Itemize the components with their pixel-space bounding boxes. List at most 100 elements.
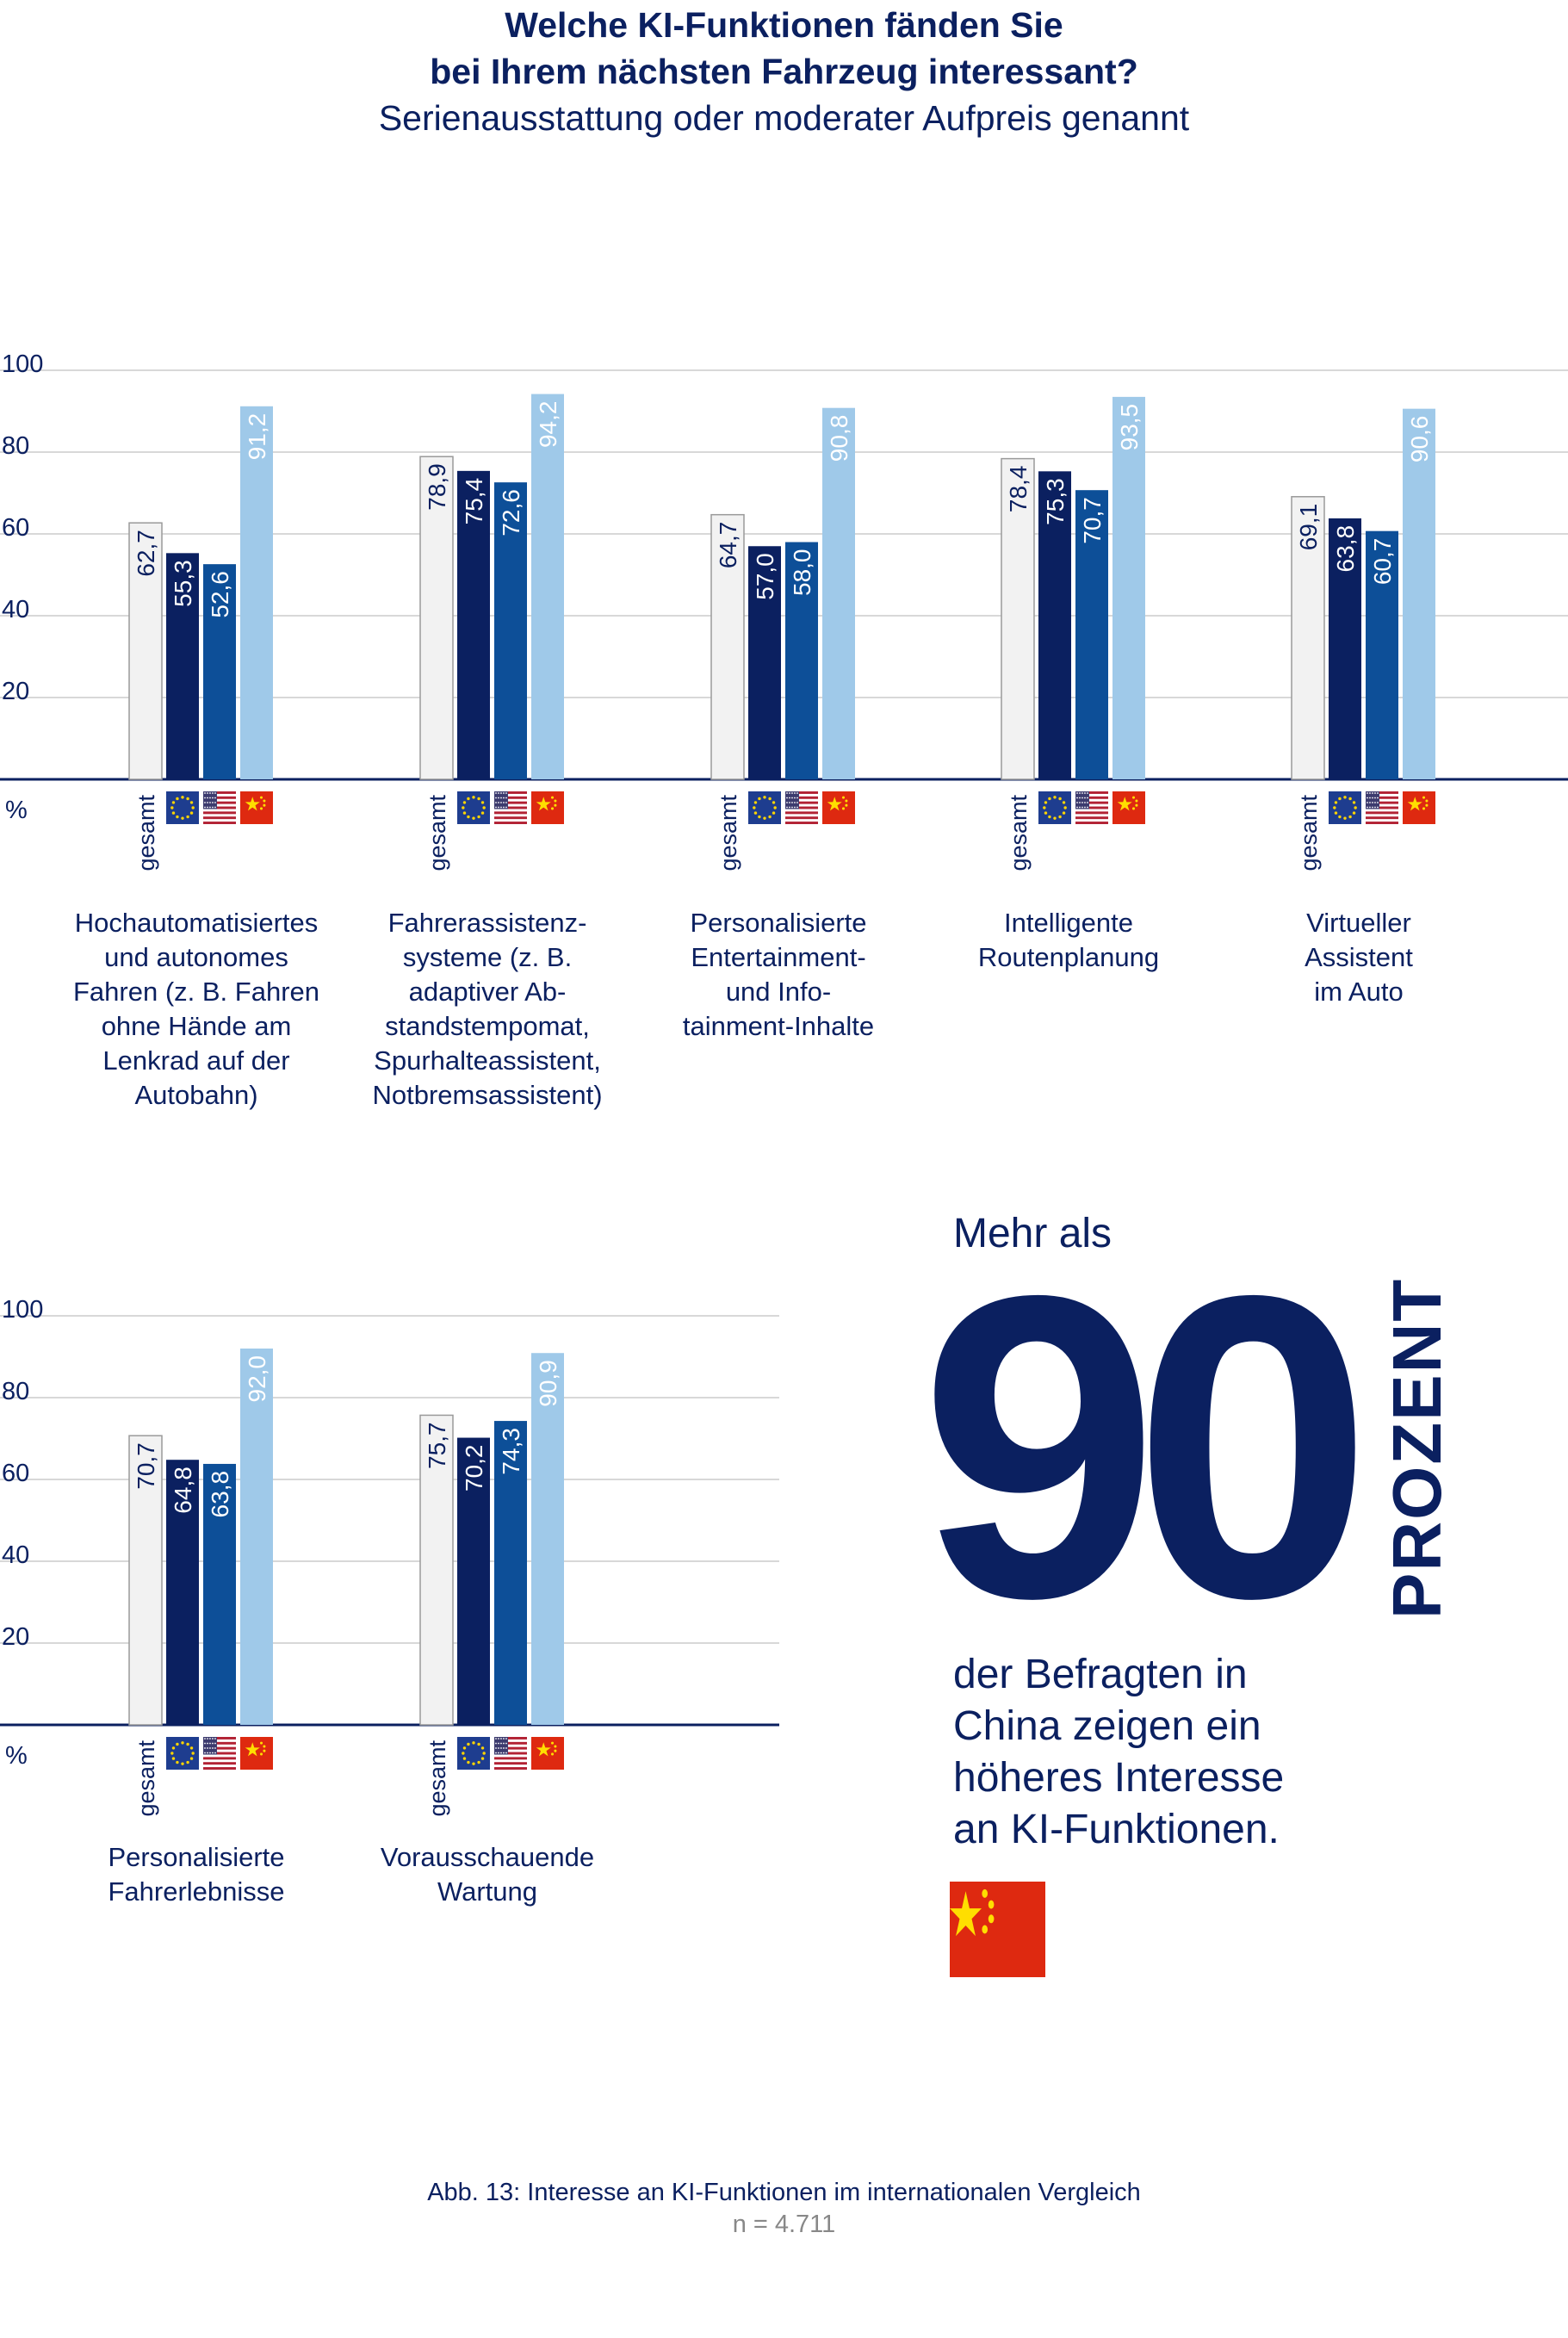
- y-tick-label: 100: [2, 1296, 43, 1324]
- bar: [1038, 471, 1071, 779]
- china-flag-icon: [531, 1737, 564, 1770]
- us-flag-icon: [494, 791, 527, 824]
- unit-label: %: [5, 1742, 28, 1770]
- series-label-gesamt: gesamt: [133, 1740, 159, 1817]
- us-flag-icon: [203, 1737, 236, 1770]
- series-label-gesamt: gesamt: [425, 795, 450, 871]
- page-subtitle: Serienausstattung oder moderater Aufprei…: [378, 98, 1190, 138]
- category-label: Intelligente Routenplanung: [977, 908, 1160, 972]
- china-flag-icon: [1112, 791, 1145, 824]
- bar: [240, 1349, 273, 1725]
- data-label: 78,4: [1005, 466, 1032, 513]
- category-label: Hochautomatisiertes und autonomes Fahren…: [72, 908, 319, 1110]
- bar: [1366, 530, 1398, 779]
- us-flag-icon: [203, 791, 236, 824]
- category-label: Personalisierte Entertainment- und Info-…: [682, 908, 875, 1041]
- bar: [785, 542, 818, 779]
- china-flag-icon: [1403, 791, 1435, 824]
- bar: [457, 470, 490, 779]
- bar: [419, 456, 454, 780]
- data-label: 75,3: [1042, 478, 1069, 525]
- data-label: 74,3: [498, 1428, 524, 1475]
- bar: [710, 513, 745, 780]
- data-label: 93,5: [1116, 404, 1143, 451]
- china-flag-icon: [531, 791, 564, 824]
- bar: [1075, 490, 1108, 779]
- y-tick-label: 80: [2, 1378, 29, 1405]
- bar: [240, 406, 273, 779]
- eu-flag-icon: [457, 791, 490, 824]
- callout-text-line: höheres Interesse: [953, 1755, 1285, 1801]
- page-title-line1: Welche KI-Funktionen fänden Sie: [505, 5, 1063, 45]
- bar: [166, 553, 199, 779]
- data-label: 90,9: [535, 1360, 561, 1407]
- series-label-gesamt: gesamt: [716, 795, 741, 871]
- category-label: Fahrerassistenz- systeme (z. B. adaptive…: [372, 908, 603, 1110]
- china-flag-icon: [950, 1882, 1045, 1977]
- series-label-gesamt: gesamt: [1296, 795, 1322, 871]
- china-flag-icon: [240, 791, 273, 824]
- eu-flag-icon: [1038, 791, 1071, 824]
- bar: [1403, 408, 1435, 779]
- bar: [748, 546, 781, 779]
- data-label: 55,3: [170, 560, 196, 607]
- eu-flag-icon: [748, 791, 781, 824]
- us-flag-icon: [494, 1737, 527, 1770]
- y-tick-label: 40: [2, 596, 29, 623]
- category-label: Vorausschauende Wartung: [380, 1842, 595, 1907]
- sample-size: n = 4.711: [732, 2211, 836, 2238]
- eu-flag-icon: [166, 1737, 199, 1770]
- data-label: 70,2: [461, 1445, 487, 1492]
- y-tick-label: 60: [2, 1460, 29, 1487]
- callout-text-line: an KI-Funktionen.: [953, 1807, 1280, 1852]
- data-label: 58,0: [789, 549, 815, 597]
- y-tick-label: 80: [2, 432, 29, 460]
- bar: [128, 1435, 163, 1726]
- y-tick-label: 20: [2, 678, 29, 705]
- y-tick-label: 20: [2, 1623, 29, 1651]
- eu-flag-icon: [166, 791, 199, 824]
- callout-text: der Befragten in China zeigen ein höhere…: [953, 1649, 1384, 1856]
- bar: [419, 1414, 454, 1726]
- china-flag-icon: [822, 791, 855, 824]
- eu-flag-icon: [457, 1737, 490, 1770]
- data-label: 63,8: [1332, 525, 1359, 573]
- chart-bottom: 20 40 60 80 100% 70,7 gesamt 64,8 63,8 92,0 75,7 ge…: [0, 1296, 779, 1817]
- bar: [1001, 457, 1035, 780]
- bar: [203, 564, 236, 779]
- bar: [166, 1460, 199, 1725]
- eu-flag-icon: [1329, 791, 1361, 824]
- data-label: 57,0: [752, 553, 778, 600]
- callout-unit: PROZENT: [1379, 1277, 1455, 1619]
- data-label: 62,7: [133, 530, 159, 577]
- data-label: 94,2: [535, 401, 561, 449]
- data-label: 90,6: [1406, 416, 1433, 463]
- category-label: Virtueller Assistent im Auto: [1305, 908, 1413, 1007]
- us-flag-icon: [1366, 791, 1398, 824]
- bar: [203, 1463, 236, 1725]
- callout-number: 90: [920, 1206, 1373, 1687]
- data-label: 52,6: [207, 571, 233, 618]
- data-label: 92,0: [244, 1355, 270, 1403]
- us-flag-icon: [1075, 791, 1108, 824]
- bar: [1329, 518, 1361, 779]
- series-label-gesamt: gesamt: [133, 795, 159, 871]
- callout-lead: Mehr als: [953, 1211, 1112, 1256]
- data-label: 70,7: [1079, 497, 1106, 544]
- y-tick-label: 40: [2, 1541, 29, 1569]
- data-label: 64,8: [170, 1467, 196, 1514]
- data-label: 70,7: [133, 1442, 159, 1490]
- figure-caption: Abb. 13: Interesse an KI-Funktionen im i…: [427, 2179, 1141, 2206]
- data-label: 90,8: [826, 415, 852, 462]
- data-label: 91,2: [244, 413, 270, 461]
- page-title-line2: bei Ihrem nächsten Fahrzeug interessant?: [430, 52, 1138, 91]
- chart-top: 20 40 60 80 100% 62,7 gesamt 55,3 52,6 91,2 78,9 ge…: [0, 350, 1568, 871]
- series-label-gesamt: gesamt: [1006, 795, 1032, 871]
- bar: [822, 407, 855, 779]
- data-label: 72,6: [498, 489, 524, 536]
- data-label: 64,7: [715, 522, 741, 569]
- bar: [457, 1437, 490, 1725]
- callout-text-line: der Befragten in: [953, 1652, 1248, 1697]
- bar: [531, 1353, 564, 1725]
- series-label-gesamt: gesamt: [425, 1740, 450, 1817]
